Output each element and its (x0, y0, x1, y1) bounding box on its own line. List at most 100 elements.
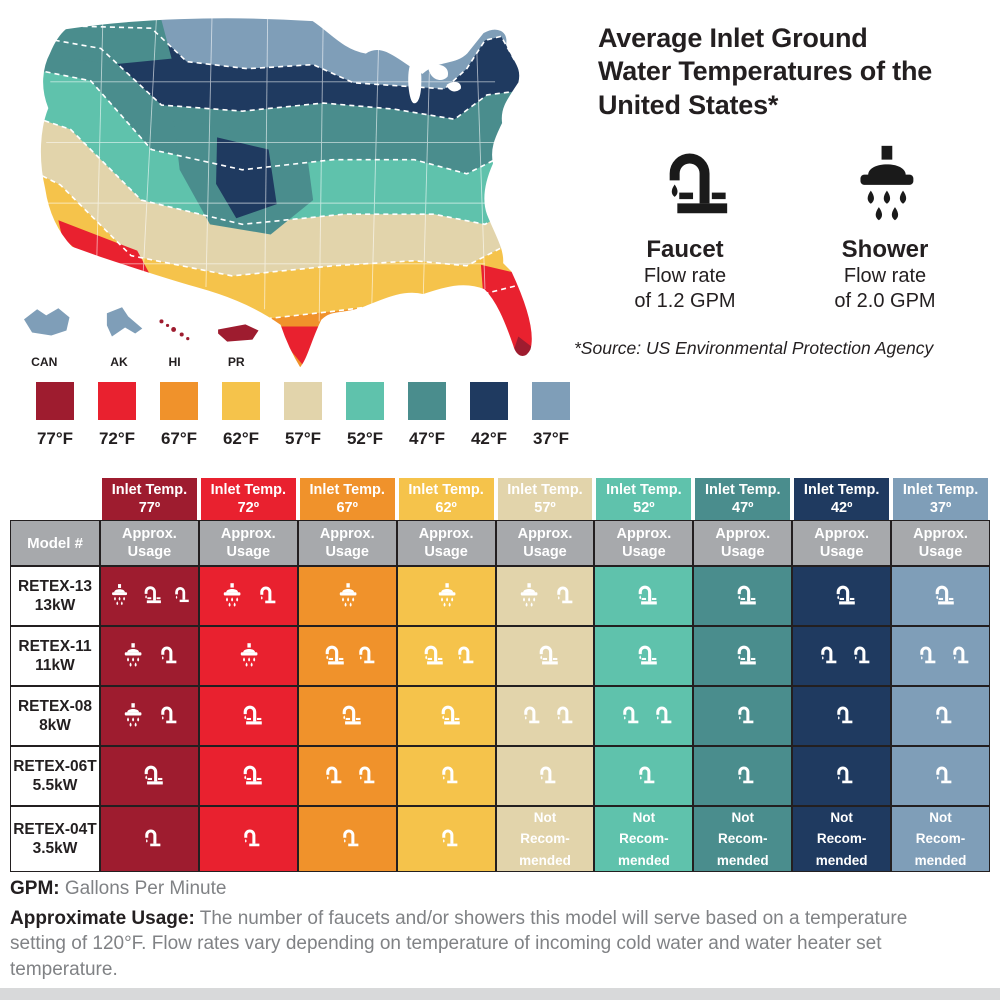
legend-label: 77°F (36, 429, 74, 448)
puerto-rico-label: PR (228, 355, 245, 369)
inlet-temp-header: Inlet Temp. 62º (398, 478, 494, 520)
shower-flow-line2: of 2.0 GPM (834, 290, 936, 313)
faucet-icon (530, 642, 559, 671)
shower-name: Shower (841, 236, 929, 264)
shower-icon (432, 582, 461, 611)
usage-cell: Not Recom-mended (891, 806, 990, 872)
usage-cell (891, 626, 990, 686)
usage-cell: Not Recom-mended (693, 806, 793, 872)
usage-cell (594, 566, 694, 626)
gpm-note-bold: GPM: (10, 878, 60, 899)
shower-fixture: Shower Flow rate of 2.0 GPM (820, 142, 950, 314)
tap-icon (827, 762, 856, 791)
approx-usage-header: Approx. Usage (495, 520, 595, 566)
usage-note-bold: Approximate Usage: (10, 908, 195, 929)
usage-cell (396, 686, 496, 746)
faucet-icon (136, 583, 162, 609)
usage-cell (100, 566, 199, 626)
usage-cell (198, 686, 298, 746)
legend-swatch (222, 382, 260, 420)
legend-item: 67°F (160, 382, 198, 449)
legend-item: 42°F (470, 382, 508, 449)
bottom-bar (0, 988, 1000, 1000)
usage-cell (198, 806, 298, 872)
tap-icon (349, 642, 378, 671)
tap-icon (811, 642, 840, 671)
hawaii-inset (159, 319, 190, 341)
legend-swatch (346, 382, 384, 420)
legend-label: 67°F (160, 429, 198, 448)
tap-icon (613, 702, 642, 731)
approx-usage-header: Approx. Usage (396, 520, 496, 566)
usage-cell (396, 746, 496, 806)
approx-usage-header: Approx. Usage (792, 520, 892, 566)
usage-cell (396, 566, 496, 626)
shower-icon (333, 582, 362, 611)
usage-cell (396, 806, 496, 872)
usage-cell (792, 626, 892, 686)
legend-label: 72°F (98, 429, 136, 448)
usage-cell (297, 566, 397, 626)
tap-icon (166, 583, 192, 609)
faucet-icon (629, 582, 658, 611)
model-cell: RETEX-13 13kW (10, 566, 100, 626)
faucet-icon (234, 702, 263, 731)
shower-flow-line1: Flow rate (843, 265, 927, 288)
usage-cell (693, 566, 793, 626)
usage-cell (297, 746, 397, 806)
us-temperature-map: CAN AK HI PR (8, 6, 598, 378)
faucet-flow-line1: Flow rate (643, 265, 727, 288)
tap-icon (349, 762, 378, 791)
tap-icon (629, 762, 658, 791)
hawaii-label: HI (169, 355, 181, 369)
usage-cell (100, 746, 199, 806)
usage-cell (198, 746, 298, 806)
usage-cell (693, 686, 793, 746)
inlet-temp-header: Inlet Temp. 72º (200, 478, 296, 520)
tap-icon (333, 825, 362, 854)
usage-cell (594, 686, 694, 746)
usage-note-rest: The number of faucets and/or showers thi… (10, 908, 908, 980)
faucet-name: Faucet (646, 236, 724, 264)
legend-item: 62°F (222, 382, 260, 449)
usage-cell (100, 686, 199, 746)
usage-cell (594, 746, 694, 806)
faucet-flow-line2: of 1.2 GPM (634, 290, 736, 313)
usage-cell: Not Recom-mended (594, 806, 694, 872)
tap-icon (547, 702, 576, 731)
temperature-legend: 77°F 72°F 67°F 62°F 57°F 52°F 47°F 42°F 37°F (36, 382, 570, 449)
inlet-temp-header: Inlet Temp. 47º (695, 478, 791, 520)
usage-cell (891, 686, 990, 746)
faucet-icon (333, 702, 362, 731)
fixture-icons-row: Faucet Flow rate of 1.2 GPM Shower Flow … (598, 142, 994, 314)
shower-icon (839, 142, 931, 234)
inlet-temp-header: Inlet Temp. 42º (794, 478, 890, 520)
legend-swatch (36, 382, 74, 420)
us-outline (38, 16, 534, 371)
usage-cell (297, 686, 397, 746)
inlet-temp-header: Inlet Temp. 37º (893, 478, 988, 520)
faucet-icon (639, 142, 731, 234)
zone-boundaries (39, 23, 533, 323)
model-number-header: Model # (10, 520, 100, 566)
page-title: Average Inlet Ground Water Temperatures … (598, 23, 933, 120)
tap-icon (432, 825, 461, 854)
approx-usage-header: Approx. Usage (693, 520, 793, 566)
legend-swatch (470, 382, 508, 420)
approx-usage-header: Approx. Usage (100, 520, 199, 566)
info-panel: Average Inlet Ground Water Temperatures … (574, 22, 994, 359)
tap-icon (926, 702, 955, 731)
usage-cell (297, 806, 397, 872)
usage-cell (495, 566, 595, 626)
faucet-icon (135, 762, 164, 791)
tap-icon (547, 582, 576, 611)
legend-label: 62°F (222, 429, 260, 448)
tap-icon (151, 642, 180, 671)
usage-cell (792, 566, 892, 626)
tap-icon (728, 762, 757, 791)
shower-icon (106, 583, 132, 609)
model-cell: RETEX-04T 3.5kW (10, 806, 100, 872)
gpm-note-rest: Gallons Per Minute (59, 878, 227, 899)
legend-item: 47°F (408, 382, 446, 449)
